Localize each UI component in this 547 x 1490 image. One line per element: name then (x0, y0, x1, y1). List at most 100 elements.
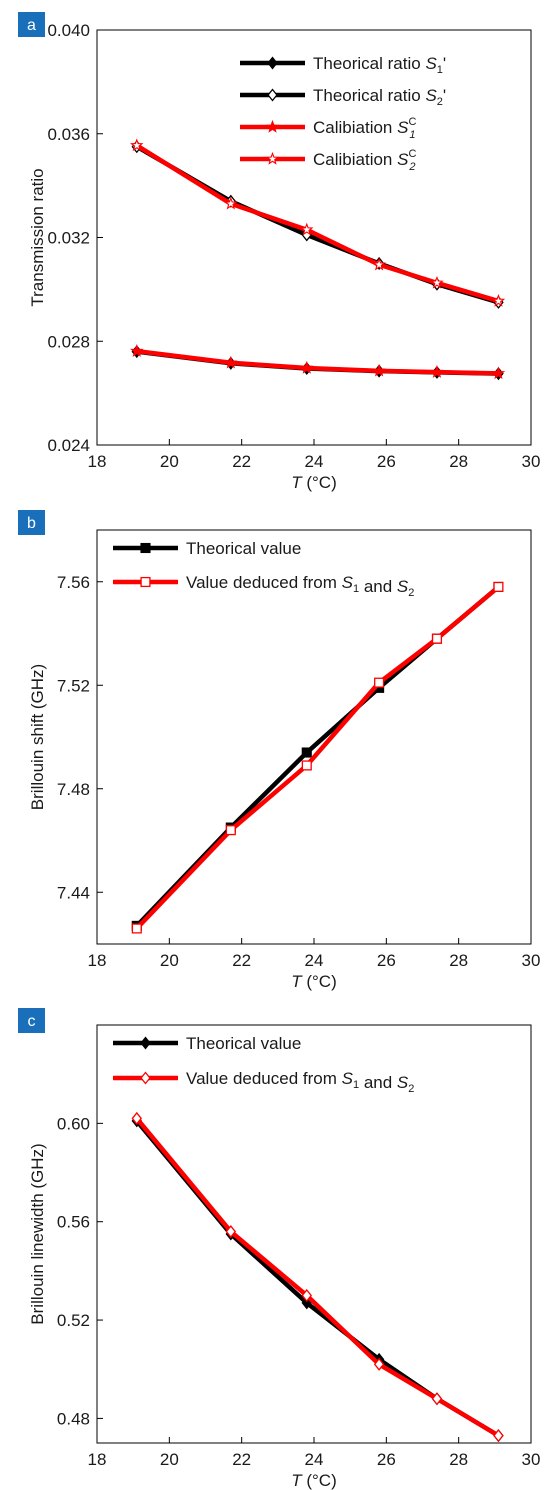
x-tick-label: 28 (449, 951, 468, 970)
legend-label: Theorical ratio S1' (313, 54, 446, 76)
legend-label: Calibiation SC 1 (313, 116, 416, 141)
series-line (135, 1117, 500, 1438)
legend-3-marker-0 (265, 119, 280, 133)
plot-frame (96, 529, 532, 945)
x-tick-label: 26 (377, 951, 396, 970)
series-3-marker-4 (430, 365, 444, 378)
series-4 (130, 138, 506, 307)
legend-2-marker-0 (140, 576, 151, 588)
y-tick-label: 7.52 (57, 676, 90, 695)
x-tick-label: 20 (160, 1450, 179, 1469)
y-tick-label: 0.032 (47, 229, 90, 248)
series-2-marker-0 (131, 923, 142, 934)
series-3-marker-2 (300, 360, 314, 374)
panel-label: c (28, 1013, 36, 1030)
x-tick-label: 26 (377, 1450, 396, 1469)
panel-label: b (27, 515, 36, 532)
series-3-marker-0 (130, 344, 144, 357)
legend-label: Value deduced from S1 and S2 (186, 1069, 414, 1095)
legend: Theorical value Value deduced from S1 and… (113, 1034, 414, 1095)
series-2-marker-5 (493, 581, 504, 592)
panel-a: a 18 20 22 24 26 28 30 0.024 0.028 0.032 0.036 0.040… (18, 12, 540, 492)
series-4-marker-3 (372, 257, 386, 271)
series-2-marker-0 (131, 1111, 143, 1125)
y-tick-label: 7.44 (57, 883, 90, 902)
x-tick-label: 24 (305, 1450, 324, 1469)
y-tick-label: 0.040 (47, 21, 90, 40)
legend-4-marker-0 (265, 151, 280, 165)
x-tick-label: 22 (232, 1450, 251, 1469)
series-3-marker-5 (491, 366, 506, 380)
y-tick-label: 7.48 (57, 780, 90, 799)
series-2-marker-2 (301, 1288, 312, 1303)
x-tick-label: 28 (449, 1450, 468, 1469)
x-tick-label: 18 (88, 951, 107, 970)
y-axis-label: Brillouin shift (GHz) (28, 664, 47, 810)
x-tick-label: 22 (232, 951, 251, 970)
y-tick-label: 0.52 (57, 1311, 90, 1330)
x-tick-label: 20 (160, 951, 179, 970)
x-tick-label: 18 (88, 1450, 107, 1469)
series-2-marker-3 (374, 677, 385, 688)
y-tick-label: 0.60 (57, 1114, 90, 1133)
y-tick-label: 0.028 (47, 332, 90, 351)
series-1-marker-2 (301, 747, 312, 758)
x-tick-label: 18 (88, 452, 107, 471)
panel-c: c 18 20 22 24 26 28 30 0.48 0.52 0.56 0.60 T (°C) Bri… (18, 1008, 540, 1490)
series-line (135, 144, 500, 305)
series-4-marker-5 (491, 293, 506, 307)
legend-label: Theorical value (186, 539, 301, 558)
legend-1-marker-0 (267, 56, 278, 70)
series-2-marker-1 (225, 1225, 237, 1239)
series-3 (130, 344, 506, 380)
panel-badge (18, 1008, 45, 1033)
x-tick-label: 24 (305, 452, 324, 471)
legend-1-marker-0 (140, 1036, 151, 1050)
series-4-marker-2 (300, 222, 314, 236)
panel-badge (18, 12, 45, 37)
x-tick-label: 26 (377, 452, 396, 471)
legend: Theorical ratio S1' Theorical ratio S2' Ca… (240, 54, 446, 173)
x-tick-label: 28 (449, 452, 468, 471)
series-2-marker-5 (493, 1429, 504, 1443)
series-4-marker-4 (430, 275, 444, 289)
x-tick-label: 20 (160, 452, 179, 471)
series-2-marker-2 (301, 760, 312, 771)
legend-label: Calibiation SC 2 (313, 148, 416, 173)
x-tick-label: 24 (305, 951, 324, 970)
y-axis-label: Transmission ratio (28, 168, 47, 306)
series-2-marker-3 (373, 1357, 385, 1371)
y-tick-label: 0.036 (47, 125, 90, 144)
series-2 (131, 1111, 504, 1443)
y-tick-label: 0.024 (47, 436, 90, 455)
x-tick-label: 30 (522, 1450, 541, 1469)
panel-badge (18, 510, 45, 535)
x-axis-label: T (°C) (291, 972, 337, 991)
series-line (135, 585, 500, 931)
y-axis-label: Brillouin linewidth (GHz) (28, 1143, 47, 1324)
series-line (135, 1119, 500, 1438)
series-2-marker-4 (431, 633, 443, 644)
legend-label: Theorical value (186, 1034, 301, 1053)
series-4-marker-1 (224, 196, 238, 210)
series-line (136, 348, 499, 376)
legend-label: Value deduced from S1 and S2 (186, 573, 414, 599)
x-axis-label: T (°C) (291, 1471, 337, 1490)
series-3-marker-3 (372, 363, 386, 377)
panel-label: a (27, 17, 36, 34)
legend-2-marker-0 (267, 88, 278, 102)
legend-1-marker-0 (140, 542, 151, 554)
y-tick-label: 7.56 (57, 573, 90, 592)
series-2 (131, 581, 504, 934)
x-axis-label: T (°C) (291, 473, 337, 492)
series-1 (131, 1114, 504, 1443)
x-tick-label: 30 (522, 951, 541, 970)
series-4-marker-0 (130, 138, 144, 152)
series-2-marker-1 (225, 825, 236, 836)
series-2-marker-4 (431, 1392, 443, 1406)
series-3-marker-1 (224, 355, 238, 369)
x-tick-label: 22 (232, 452, 251, 471)
panel-b: b 18 20 22 24 26 28 30 7.44 7.48 7.52 7.56 T (°C) Bri… (18, 510, 540, 991)
x-tick-label: 30 (522, 452, 541, 471)
